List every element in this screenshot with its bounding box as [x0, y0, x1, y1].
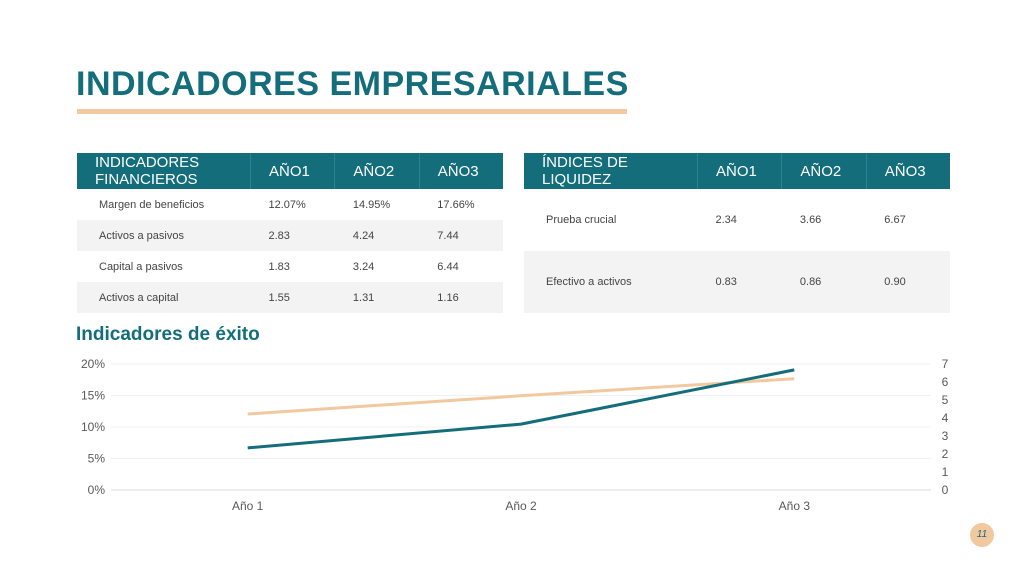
financial-indicators-table: INDICADORES FINANCIEROS AÑO1 AÑO2 AÑO3 M…: [77, 153, 503, 313]
header-year-1: AÑO1: [250, 153, 336, 189]
header-year-3: AÑO3: [419, 153, 503, 189]
y-left-tick-label: 0%: [88, 483, 106, 497]
row-label: Efectivo a activos: [524, 251, 698, 313]
cell-value: 2.83: [250, 220, 335, 251]
header-indicator: INDICADORES FINANCIEROS: [77, 153, 251, 189]
row-label: Margen de beneficios: [99, 198, 205, 211]
y-right-tick-label: 0: [942, 483, 949, 497]
y-right-tick-label: 3: [942, 429, 949, 443]
y-right-tick-label: 2: [942, 447, 949, 461]
y-right-tick-label: 6: [942, 375, 949, 389]
header-indicator: ÍNDICES DE LIQUIDEZ: [524, 153, 698, 189]
x-tick-label: Año 1: [232, 499, 264, 513]
cell-value: 3.66: [799, 214, 822, 226]
page-number-badge: 11: [970, 523, 994, 547]
cell-value: 4.24: [334, 220, 420, 251]
cell-value: 2.34: [715, 214, 737, 226]
row-label: Activos a pasivos: [77, 220, 251, 251]
cell-value: 17.66%: [437, 198, 475, 211]
table-row: Margen de beneficios 12.07% 14.95% 17.66…: [77, 189, 503, 220]
row-label: Capital a pasivos: [99, 260, 183, 273]
title-underline: [77, 109, 627, 114]
chart-heading: Indicadores de éxito: [76, 324, 260, 345]
cell-value: 14.95%: [352, 198, 391, 211]
cell-value: 0.86: [781, 251, 867, 313]
page-title: INDICADORES EMPRESARIALES: [76, 65, 629, 103]
liquidity-indices-table: ÍNDICES DE LIQUIDEZ AÑO1 AÑO2 AÑO3 Prueb…: [524, 153, 950, 313]
cell-value: 1.55: [250, 282, 335, 313]
row-label: Prueba crucial: [546, 214, 617, 226]
header-year-3: AÑO3: [866, 153, 950, 189]
cell-value: 1.16: [419, 282, 503, 313]
table-row: Capital a pasivos 1.83 3.24 6.44: [77, 251, 503, 282]
row-label: Activos a capital: [77, 282, 251, 313]
cell-value: 12.07%: [268, 198, 306, 211]
cell-value: 3.24: [352, 260, 375, 273]
y-left-tick-label: 10%: [81, 420, 105, 434]
cell-value: 0.90: [866, 251, 950, 313]
cell-value: 6.67: [884, 214, 906, 226]
header-year-1: AÑO1: [697, 153, 783, 189]
cell-value: 6.44: [437, 260, 459, 273]
y-left-tick-label: 20%: [81, 357, 105, 371]
cell-value: 1.31: [334, 282, 420, 313]
table-row: Prueba crucial 2.34 3.66 6.67: [524, 189, 950, 251]
x-tick-label: Año 3: [779, 499, 811, 513]
header-year-2: AÑO2: [781, 153, 867, 189]
y-right-tick-label: 4: [942, 411, 949, 425]
cell-value: 7.44: [419, 220, 503, 251]
table-row: Efectivo a activos 0.83 0.86 0.90: [524, 251, 950, 313]
table-row: Activos a pasivos 2.83 4.24 7.44: [77, 220, 503, 251]
table-header-row: ÍNDICES DE LIQUIDEZ AÑO1 AÑO2 AÑO3: [524, 153, 950, 189]
series-line: [247, 377, 795, 416]
x-tick-label: Año 2: [505, 499, 537, 513]
y-right-tick-label: 5: [942, 393, 949, 407]
y-right-tick-label: 1: [942, 465, 949, 479]
y-right-tick-label: 7: [942, 357, 949, 371]
cell-value: 1.83: [268, 260, 290, 273]
y-left-tick-label: 5%: [88, 452, 106, 466]
table-header-row: INDICADORES FINANCIEROS AÑO1 AÑO2 AÑO3: [77, 153, 503, 189]
series-line: [247, 368, 795, 450]
table-row: Activos a capital 1.55 1.31 1.16: [77, 282, 503, 313]
cell-value: 0.83: [697, 251, 782, 313]
y-left-tick-label: 15%: [81, 389, 105, 403]
header-year-2: AÑO2: [334, 153, 420, 189]
success-indicators-chart: 0% 5% 10% 15% 20% 0 1 2 3 4 5 6 7 Año 1 Año 2 Año 3: [81, 357, 949, 513]
